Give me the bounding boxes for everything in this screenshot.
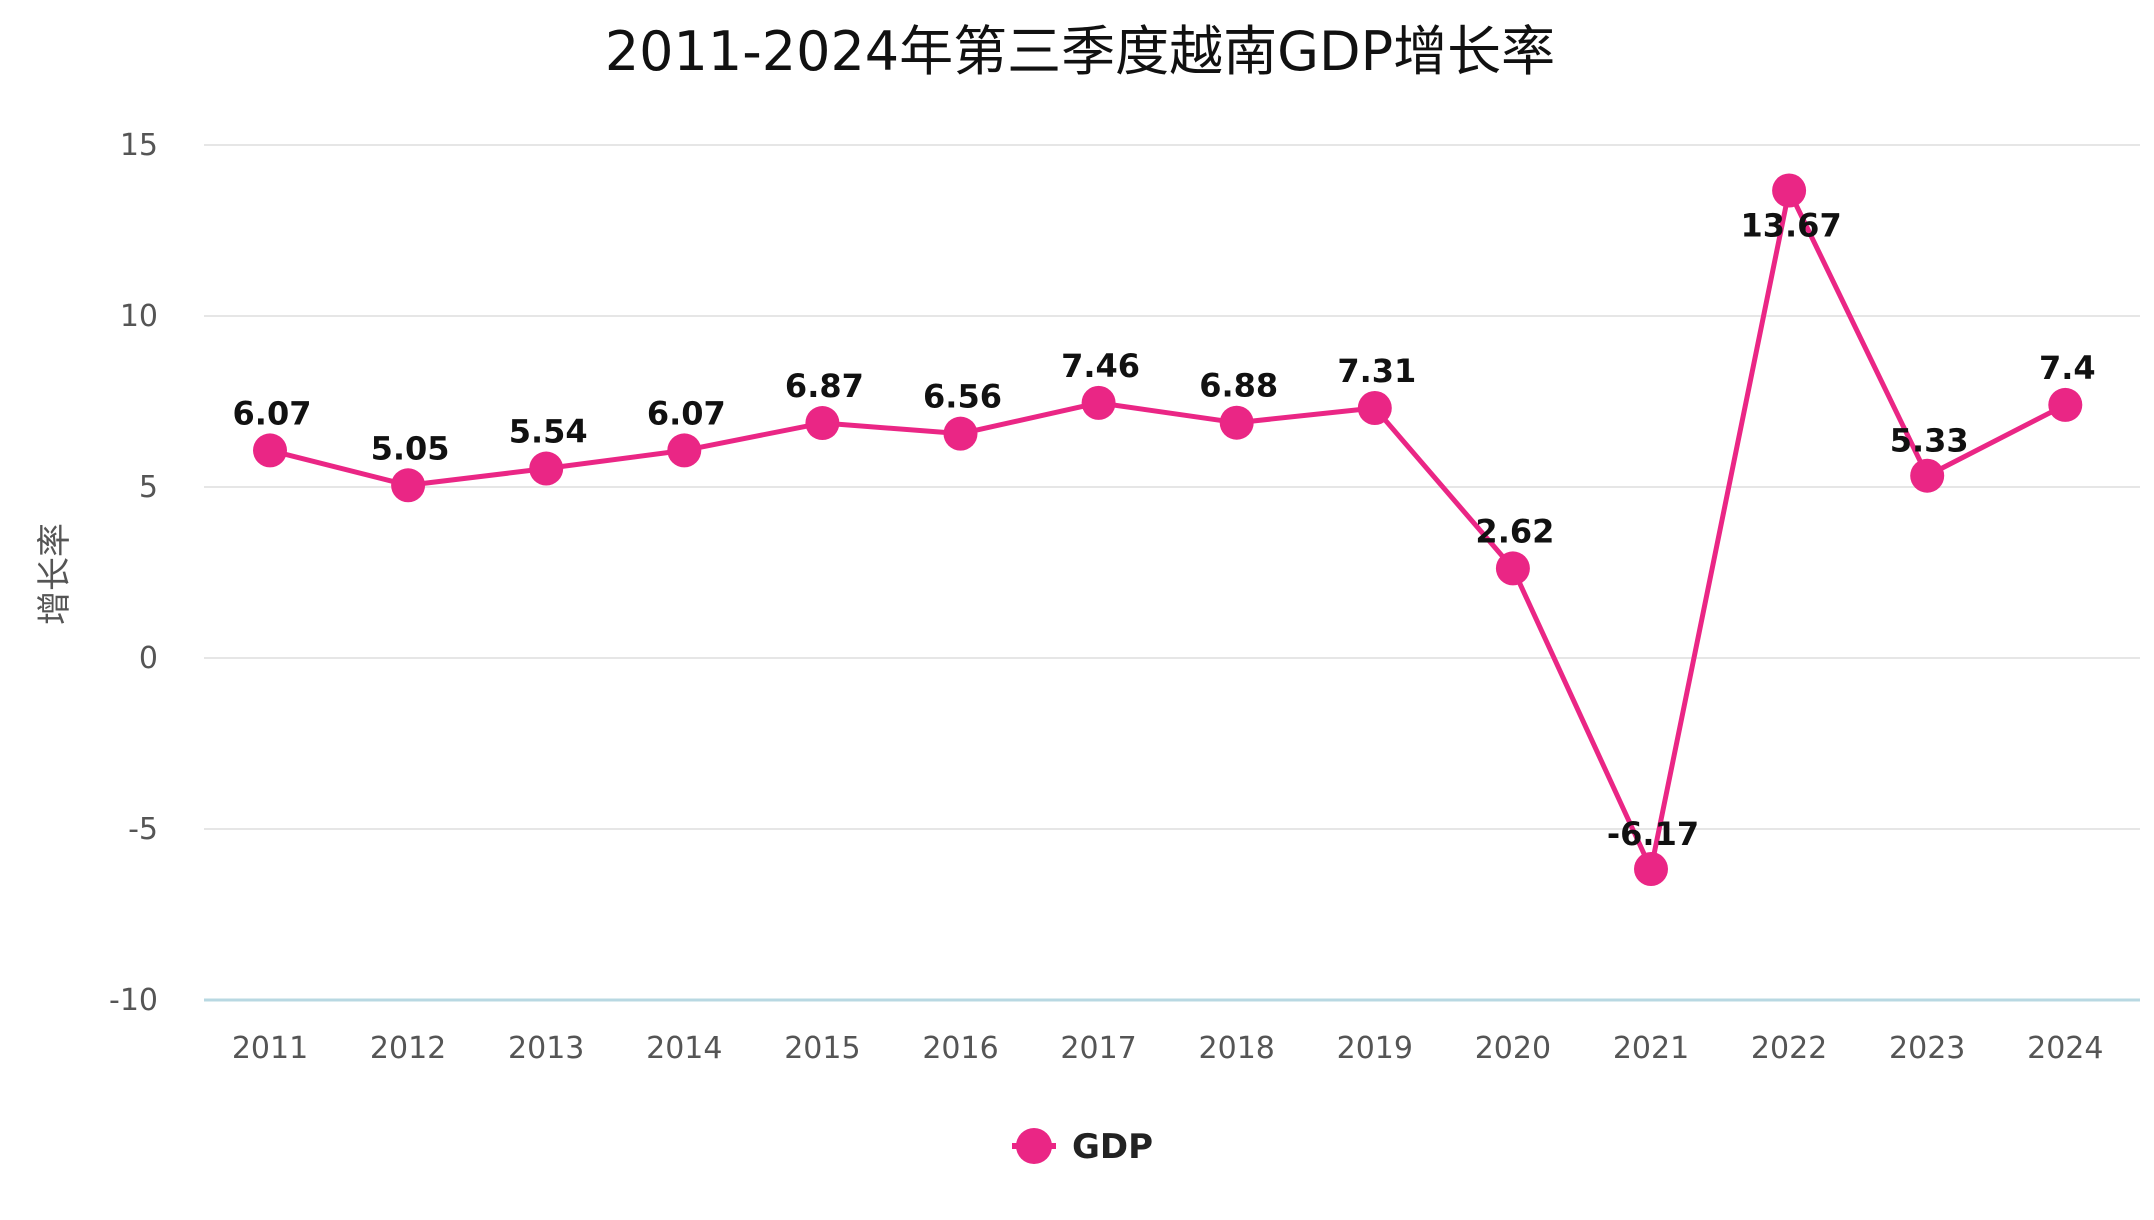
y-axis-ticks: -10 -5 0 5 10 15 [109,128,158,1018]
data-point[interactable] [253,433,287,468]
x-tick-label: 2013 [508,1031,584,1066]
x-tick-label: 2020 [1475,1031,1551,1066]
data-label: 13.67 [1740,206,1841,244]
data-label: 6.88 [1199,367,1278,405]
chart-title: 2011-2024年第三季度越南GDP增长率 [605,20,1555,83]
x-tick-label: 2022 [1751,1031,1827,1066]
data-point[interactable] [805,406,840,441]
x-tick-label: 2019 [1337,1031,1413,1066]
legend-label: GDP [1072,1127,1153,1167]
data-label: 2.62 [1475,512,1554,550]
y-tick-label: 0 [139,641,158,676]
y-tick-label: 10 [120,299,158,334]
data-point[interactable] [2048,387,2083,422]
x-tick-label: 2016 [922,1031,998,1066]
series-gdp: 6.07 5.05 5.54 6.07 6.87 6.56 7.46 6.88 7.31 2.62… [233,173,2096,887]
data-point[interactable] [1495,551,1530,586]
y-tick-label: -10 [109,983,158,1018]
data-label: 5.05 [371,429,450,467]
data-label: 6.87 [785,367,864,405]
data-point[interactable] [1772,173,1807,208]
data-label: -6.17 [1607,815,1699,853]
data-label: 5.33 [1890,422,1969,460]
data-point[interactable] [1081,385,1116,420]
y-tick-label: -5 [128,812,158,847]
x-tick-label: 2014 [646,1031,722,1066]
x-tick-label: 2017 [1060,1031,1136,1066]
x-tick-label: 2011 [232,1031,308,1066]
x-axis-ticks: 2011 2012 2013 2014 2015 2016 2017 2018 2019 2020… [232,1031,2104,1066]
data-label: 7.46 [1061,347,1140,385]
legend-marker [1016,1128,1052,1164]
data-point[interactable] [1910,458,1945,493]
data-label: 5.54 [509,413,588,451]
data-label: 7.31 [1337,352,1416,390]
data-point[interactable] [1357,390,1392,425]
x-tick-label: 2024 [2027,1031,2103,1066]
data-point[interactable] [1219,405,1254,440]
x-tick-label: 2012 [370,1031,446,1066]
data-point[interactable] [529,451,564,486]
legend[interactable]: GDP [1012,1127,1153,1167]
grid-lines [204,144,2140,1002]
data-label: 6.07 [233,394,312,432]
x-tick-label: 2021 [1613,1031,1689,1066]
data-point[interactable] [667,433,702,468]
y-tick-label: 5 [139,470,158,505]
data-point[interactable] [391,468,426,503]
data-label: 7.4 [2039,349,2096,387]
x-tick-label: 2015 [784,1031,860,1066]
series-line [269,187,2067,872]
data-point[interactable] [943,416,978,451]
x-tick-label: 2018 [1199,1031,1275,1066]
data-label: 6.56 [923,378,1002,416]
data-label: 6.07 [647,394,726,432]
y-axis-label: 增长率 [35,523,75,625]
data-point[interactable] [1634,852,1668,887]
x-tick-label: 2023 [1889,1031,1965,1066]
y-tick-label: 15 [120,128,158,163]
